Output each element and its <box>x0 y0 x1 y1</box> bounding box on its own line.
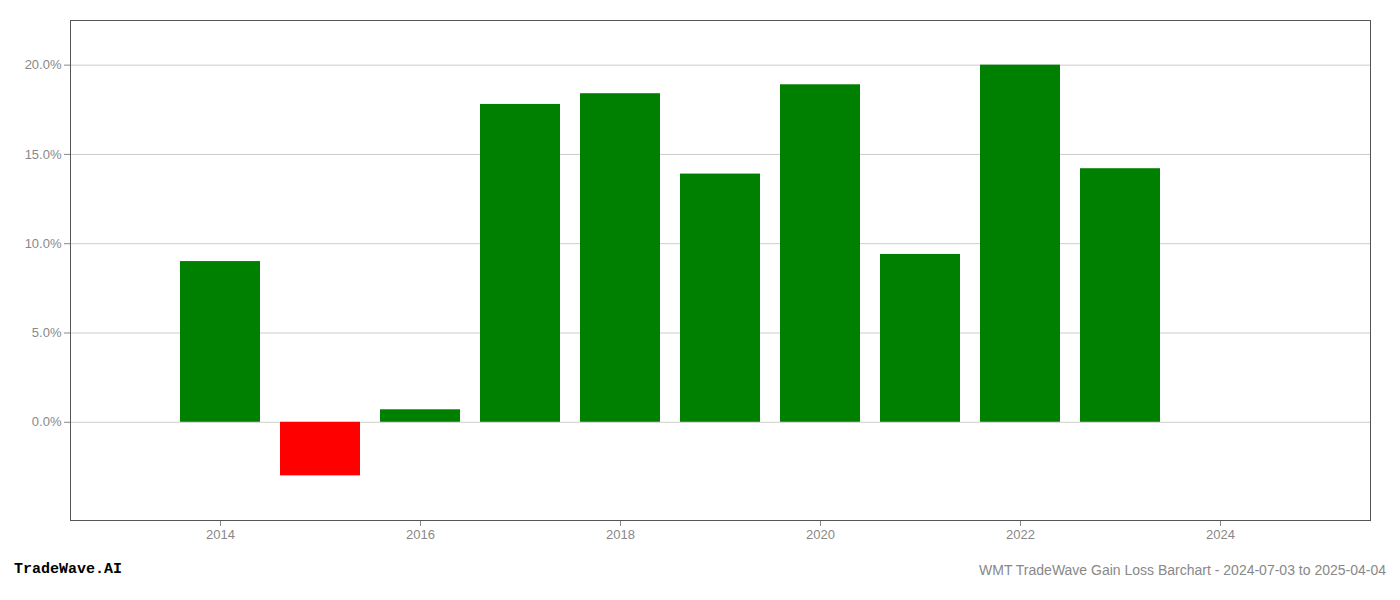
svg-text:2020: 2020 <box>806 527 835 542</box>
svg-text:0.0%: 0.0% <box>32 414 62 429</box>
svg-text:10.0%: 10.0% <box>25 236 62 251</box>
svg-text:2018: 2018 <box>606 527 635 542</box>
svg-text:2024: 2024 <box>1206 527 1235 542</box>
svg-text:15.0%: 15.0% <box>25 147 62 162</box>
svg-text:2022: 2022 <box>1006 527 1035 542</box>
svg-text:20.0%: 20.0% <box>25 57 62 72</box>
svg-text:2016: 2016 <box>406 527 435 542</box>
html-text:TradeWave.AI: TradeWave.AI <box>14 561 122 578</box>
svg-text:2014: 2014 <box>206 527 235 542</box>
html-text:WMT TradeWave Gain Loss Barcha: WMT TradeWave Gain Loss Barchart - 2024-… <box>979 562 1386 578</box>
svg-text:5.0%: 5.0% <box>32 325 62 340</box>
